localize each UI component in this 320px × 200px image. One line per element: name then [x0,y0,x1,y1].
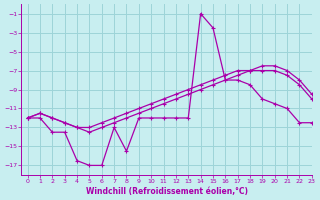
X-axis label: Windchill (Refroidissement éolien,°C): Windchill (Refroidissement éolien,°C) [86,187,248,196]
